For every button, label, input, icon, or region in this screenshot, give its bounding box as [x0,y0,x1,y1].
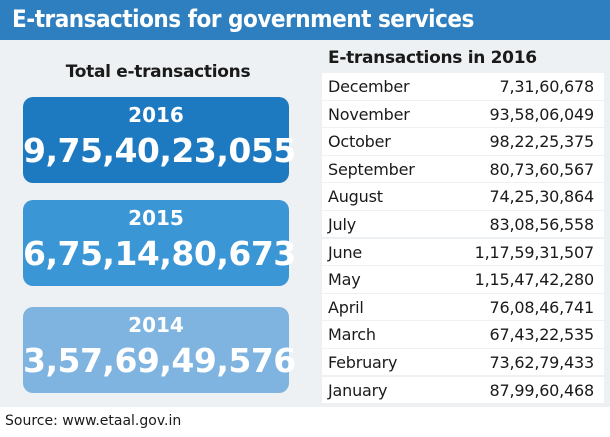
month-cell: December [328,77,410,96]
table-row: July 83,08,56,558 [322,210,604,239]
total-year-label: 2014 [128,313,184,337]
total-value: 9,75,40,23,055 [23,131,296,170]
monthly-table: December 7,31,60,678 November 93,58,06,049… [322,73,604,405]
totals-heading: Total e-transactions [65,62,251,82]
table-row: September 80,73,60,567 [322,155,604,184]
table-row: June 1,17,59,31,507 [322,238,604,267]
table-row: August 74,25,30,864 [322,183,604,211]
value-cell: 93,58,06,049 [489,104,595,124]
month-cell: February [328,352,398,372]
month-cell: September [328,159,415,179]
title-bar: E-transactions for government services [0,0,610,40]
value-cell: 7,31,60,678 [499,77,595,96]
total-value: 3,57,69,49,576 [23,341,296,380]
month-cell: April [328,297,364,317]
value-cell: 76,08,46,741 [489,297,595,317]
month-cell: June [328,242,363,262]
total-box-2016: 2016 9,75,40,23,055 [23,97,296,183]
page-title: E-transactions for government services [12,5,474,33]
table-row: December 7,31,60,678 [322,73,604,101]
value-cell: 98,22,25,375 [489,132,595,152]
value-cell: 67,43,22,535 [489,325,595,345]
month-cell: August [328,187,383,207]
table-row: January 87,99,60,468 [322,376,604,405]
table-row: February 73,62,79,433 [322,348,604,377]
value-cell: 1,15,47,42,280 [474,270,595,290]
total-year-label: 2015 [128,206,184,230]
value-cell: 80,73,60,567 [489,159,595,179]
value-cell: 73,62,79,433 [489,352,595,372]
total-box-2014: 2014 3,57,69,49,576 [23,307,296,393]
month-cell: May [328,270,361,290]
source-note: Source: www.etaal.gov.in [5,413,182,429]
monthly-heading: E-transactions in 2016 [328,48,537,68]
month-cell: July [328,214,356,234]
table-row: October 98,22,25,375 [322,128,604,156]
table-row: March 67,43,22,535 [322,321,604,349]
table-row: April 76,08,46,741 [322,293,604,322]
month-cell: October [328,132,391,152]
value-cell: 1,17,59,31,507 [474,242,595,262]
value-cell: 87,99,60,468 [489,380,595,400]
month-cell: January [328,380,388,400]
value-cell: 83,08,56,558 [489,214,595,234]
month-cell: November [328,104,410,124]
table-row: May 1,15,47,42,280 [322,266,604,294]
month-cell: March [328,325,376,345]
total-value: 6,75,14,80,673 [23,234,296,273]
value-cell: 74,25,30,864 [489,187,595,207]
total-year-label: 2016 [128,103,184,127]
total-box-2015: 2015 6,75,14,80,673 [23,200,296,286]
table-row: November 93,58,06,049 [322,100,604,129]
